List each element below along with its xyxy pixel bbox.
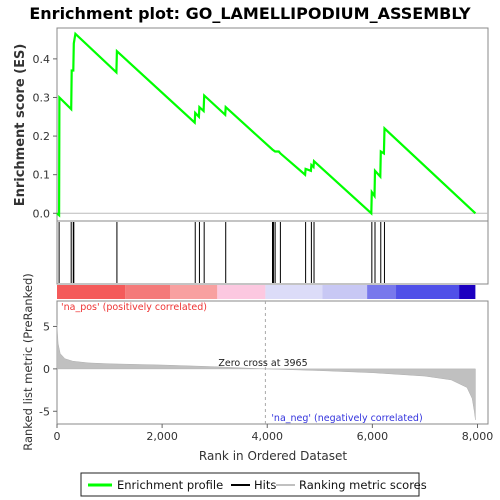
es-ytick-label: 0.0 (33, 207, 51, 220)
zero-cross-label: Zero cross at 3965 (218, 358, 307, 369)
colorbar-segment (57, 285, 126, 299)
chart-title: Enrichment plot: GO_LAMELLIPODIUM_ASSEMB… (29, 4, 471, 23)
colorbar-segment (459, 285, 476, 299)
legend-label-hits: Hits (254, 478, 276, 492)
ranking-panel: -5 0 5 0 2,000 4,000 6,000 8,000 'na_pos' (pos… (21, 273, 493, 463)
ranking-x-axis: 0 2,000 4,000 6,000 8,000 (54, 424, 494, 443)
colorbar-segment (322, 285, 368, 299)
legend-label-ranking: Ranking metric scores (299, 478, 427, 492)
es-ytick-label: 0.4 (33, 53, 51, 66)
colorbar-segment (125, 285, 171, 299)
colorbar-segment (170, 285, 218, 299)
es-ylabel: Enrichment score (ES) (13, 44, 28, 207)
ranking-xtick-label: 4,000 (251, 430, 283, 443)
legend-label-enrichment: Enrichment profile (117, 478, 223, 492)
ranking-ytick-label: -5 (39, 405, 50, 418)
chart-legend: Enrichment profile Hits Ranking metric s… (80, 472, 427, 497)
ranking-ytick-label: 0 (43, 363, 50, 376)
colorbar-segment (396, 285, 460, 299)
ranking-ytick-label: 5 (43, 320, 50, 333)
enrichment-profile-line (56, 31, 477, 218)
ranking-xtick-label: 8,000 (462, 430, 494, 443)
ranking-xtick-label: 2,000 (146, 430, 178, 443)
colorbar-segment (367, 285, 397, 299)
ranking-ylabel: Ranked list metric (PreRanked) (21, 273, 35, 451)
hits-panel (56, 220, 489, 285)
es-ytick-label: 0.3 (33, 91, 51, 104)
ranking-xtick-label: 6,000 (357, 430, 389, 443)
es-ytick-label: 0.1 (33, 169, 51, 182)
ranked-list-colorbar (57, 285, 476, 299)
ranking-xtick-label: 0 (54, 430, 61, 443)
es-y-axis: 0.0 0.1 0.2 0.3 0.4 (33, 53, 57, 220)
negative-correlation-label: 'na_neg' (negatively correlated) (271, 413, 422, 424)
positive-correlation-label: 'na_pos' (positively correlated) (61, 302, 207, 313)
ranking-y-axis: -5 0 5 (39, 320, 57, 418)
es-ytick-label: 0.2 (33, 130, 51, 143)
hits-panel-frame (56, 220, 489, 285)
colorbar-segment (265, 285, 323, 299)
ranking-xlabel: Rank in Ordered Dataset (199, 449, 347, 463)
colorbar-segment (217, 285, 266, 299)
hit-markers (58, 222, 385, 283)
